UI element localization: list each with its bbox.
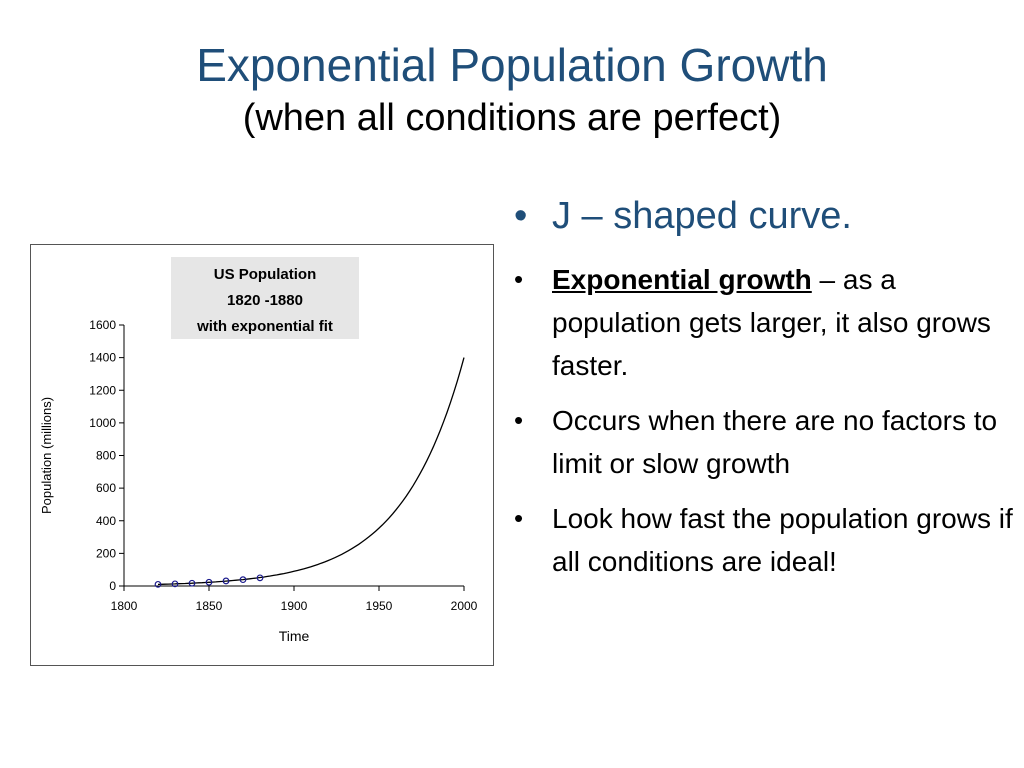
chart-title-box	[171, 257, 359, 339]
x-tick-label: 1900	[281, 599, 308, 613]
bullet-marker: •	[514, 264, 524, 294]
data-point	[154, 580, 162, 588]
y-tick-label: 1200	[89, 383, 116, 397]
bullet-item: • Occurs when there are no factors to li…	[510, 399, 1015, 485]
bullet-text: J – shaped curve.	[552, 195, 852, 237]
data-point	[239, 576, 247, 584]
slide-title-block: Exponential Population Growth (when all …	[0, 36, 1024, 142]
data-point	[205, 578, 213, 586]
y-tick-label: 200	[96, 546, 116, 560]
slide-subtitle: (when all conditions are perfect)	[242, 97, 782, 139]
bullet-text: Occurs when there are no factors to limi…	[552, 405, 998, 479]
y-axis-label: Population (millions)	[39, 397, 54, 514]
data-point	[222, 577, 230, 585]
chart-title-line: US Population	[214, 266, 317, 283]
y-tick-label: 400	[96, 514, 116, 528]
bullet-text: Look how fast the population grows if al…	[552, 503, 1013, 577]
bullet-list: • J – shaped curve. • Exponential growth…	[510, 192, 1015, 595]
x-axis-label: Time	[279, 628, 310, 644]
bullet-marker: •	[514, 503, 524, 533]
y-tick-label: 600	[96, 481, 116, 495]
bullet-item: • Look how fast the population grows if …	[510, 497, 1015, 583]
chart-title-line: 1820 -1880	[227, 292, 303, 309]
bullet-item: • J – shaped curve.	[510, 192, 1015, 240]
data-point	[171, 580, 179, 588]
y-tick-label: 0	[109, 579, 116, 593]
data-point	[188, 579, 196, 587]
bullet-keyword: Exponential growth	[552, 264, 812, 295]
chart-frame: US Population 1820 -1880 with exponential …	[30, 244, 494, 666]
bullet-text-wrap: Exponential growth – as a population get…	[552, 258, 1015, 387]
y-tick-label: 1400	[89, 351, 116, 365]
bullet-marker: •	[514, 405, 524, 435]
x-tick-label: 1950	[366, 599, 393, 613]
exponential-fit-curve	[157, 357, 465, 586]
x-tick-label: 1850	[196, 599, 223, 613]
y-tick-label: 800	[96, 449, 116, 463]
x-tick-label: 2000	[451, 599, 478, 613]
bullet-text: – as a population gets larger, it also g…	[552, 264, 991, 381]
chart-title-line: with exponential fit	[196, 318, 333, 335]
slide-title: Exponential Population Growth	[196, 39, 828, 91]
x-tick-label: 1800	[111, 599, 138, 613]
y-tick-label: 1600	[89, 318, 116, 332]
y-tick-label: 1000	[89, 416, 116, 430]
bullet-item: • Exponential growth – as a population g…	[510, 258, 1015, 387]
bullet-marker: •	[514, 195, 528, 237]
population-chart: US Population 1820 -1880 with exponential …	[39, 257, 478, 644]
data-point	[256, 574, 264, 582]
